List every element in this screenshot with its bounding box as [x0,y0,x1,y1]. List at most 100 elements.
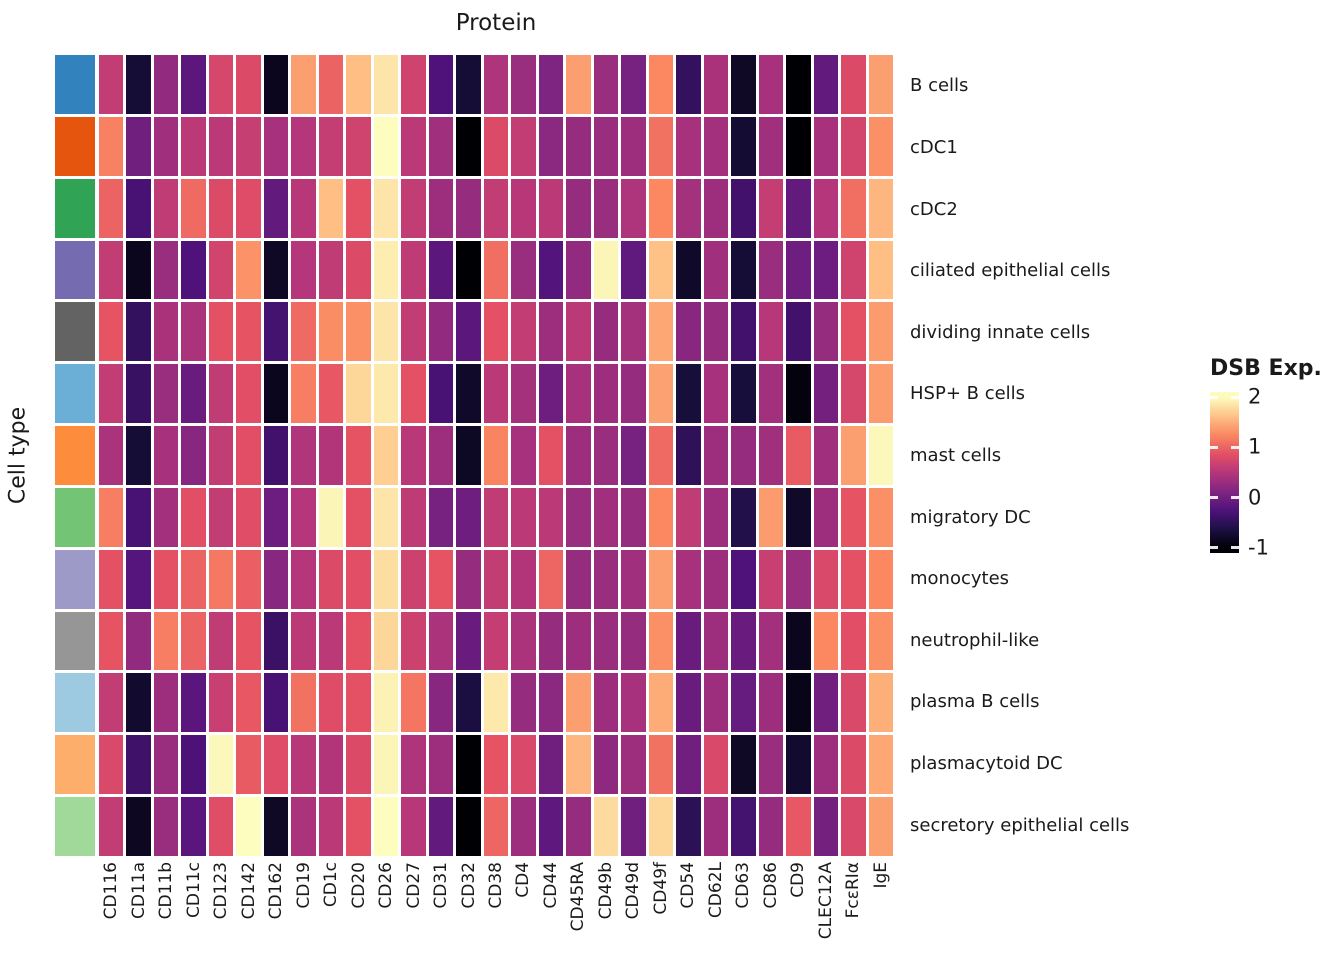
heatmap-cell [566,240,591,300]
heatmap-cell [126,735,151,795]
heatmap-cell [703,611,729,671]
column-label: CD116 [101,862,122,920]
heatmap-cell [263,549,289,609]
heatmap-cell [373,549,399,609]
heatmap-cell [566,116,591,176]
heatmap-cell [291,55,316,114]
heatmap-cell [428,797,454,856]
column-label: CD49f [650,862,671,915]
heatmap-cell [291,240,316,300]
heatmap-cell [868,673,893,733]
heatmap-cell [566,549,591,609]
heatmap-cell [676,178,701,238]
heatmap-cell [318,364,344,424]
heatmap-cell [868,487,893,547]
heatmap-cell [621,55,646,114]
heatmap-cell [401,735,426,795]
heatmap-cell [263,735,289,795]
heatmap-cell [99,611,124,671]
row-label: ciliated epithelial cells [910,260,1111,282]
colorbar-tick-label: 1 [1248,434,1262,459]
heatmap-cell [208,487,234,547]
heatmap-cell [813,487,839,547]
heatmap-cell [648,178,674,238]
y-axis-title: Cell type [5,406,31,505]
heatmap-cell [99,178,124,238]
heatmap-cell [373,611,399,671]
heatmap-cell [236,116,261,176]
heatmap-cell [456,240,481,300]
heatmap-cell [593,240,619,300]
heatmap-cell [318,240,344,300]
heatmap-cell [538,611,564,671]
heatmap-cell [456,302,481,362]
heatmap-cell [593,735,619,795]
heatmap-cell [346,55,371,114]
heatmap-cell [318,549,344,609]
heatmap-cell [291,797,316,856]
heatmap-cell [868,240,893,300]
heatmap-cell [731,302,756,362]
heatmap-cell [318,55,344,114]
heatmap-cell [731,116,756,176]
heatmap-cell [786,178,811,238]
heatmap-cell [318,673,344,733]
legend-title: DSB Exp. [1210,356,1322,381]
heatmap-cell [428,364,454,424]
heatmap-cell [208,426,234,485]
heatmap-cell [483,673,509,733]
heatmap-cell [786,797,811,856]
heatmap-cell [346,240,371,300]
heatmap-cell [428,549,454,609]
heatmap-cell [126,302,151,362]
heatmap-cell [126,673,151,733]
heatmap-cell [263,426,289,485]
heatmap-cell [593,116,619,176]
heatmap-cell [621,240,646,300]
heatmap-cell [181,673,206,733]
heatmap-cell [181,487,206,547]
heatmap-cell [236,426,261,485]
heatmap-cell [99,55,124,114]
heatmap-cell [648,364,674,424]
heatmap-cell [401,116,426,176]
heatmap-cell [236,487,261,547]
heatmap-cell [758,487,784,547]
row-annotation-swatch [55,549,95,609]
heatmap-cell [676,116,701,176]
heatmap-cell [208,116,234,176]
heatmap-cell [291,487,316,547]
heatmap-cell [841,426,866,485]
row-label: migratory DC [910,506,1031,528]
heatmap-cell [621,735,646,795]
heatmap-cell [813,302,839,362]
heatmap-cell [456,735,481,795]
row-annotation-swatch [55,673,95,733]
heatmap-cell [346,116,371,176]
heatmap-cell [291,116,316,176]
heatmap-cell [813,797,839,856]
heatmap-cell [401,426,426,485]
heatmap-cell [786,55,811,114]
heatmap-cell [208,549,234,609]
heatmap-cell [208,302,234,362]
heatmap-cell [621,673,646,733]
heatmap-cell [841,178,866,238]
heatmap-cell [703,797,729,856]
heatmap-cell [703,116,729,176]
column-label: IgE [870,862,891,889]
column-label: CD1c [321,862,342,908]
heatmap-cell [236,55,261,114]
heatmap-cell [456,364,481,424]
heatmap-cell [401,240,426,300]
heatmap-cell [758,240,784,300]
heatmap-cell [813,116,839,176]
heatmap-cell [263,178,289,238]
x-axis-title: Protein [455,10,537,36]
heatmap-cell [731,55,756,114]
heatmap-cell [841,611,866,671]
row-annotation-swatch [55,302,95,362]
heatmap-cell [428,611,454,671]
heatmap-cell [758,302,784,362]
colorbar-tick-label: 2 [1248,384,1262,409]
